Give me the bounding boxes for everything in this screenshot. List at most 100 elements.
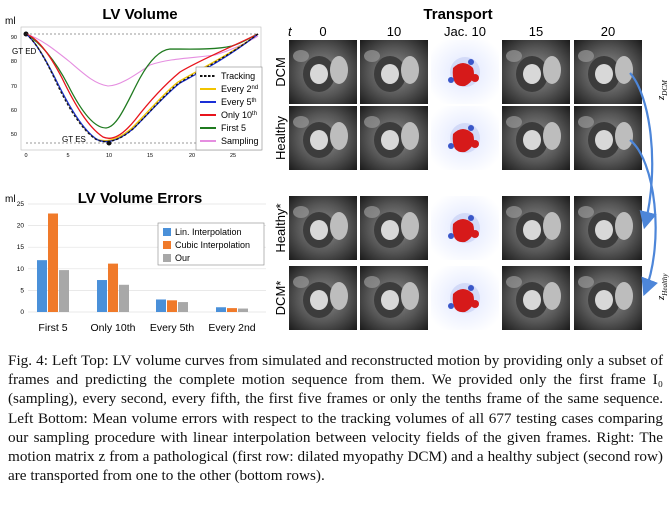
lv-volume-title: LV Volume bbox=[102, 6, 177, 23]
errors-bar bbox=[178, 302, 188, 312]
transport-title: Transport bbox=[423, 6, 492, 23]
mri-frame bbox=[502, 196, 570, 260]
transport-image-grid bbox=[289, 40, 642, 330]
errors-y-tick-label: 15 bbox=[17, 244, 25, 251]
curve-tracking bbox=[25, 33, 259, 143]
errors-legend-items: Lin. Interpolation Cubic Interpolation Our bbox=[163, 227, 250, 263]
errors-category-label: First 5 bbox=[38, 322, 67, 334]
transport-row-labels: DCM Healthy Healthy* DCM* bbox=[273, 57, 288, 315]
lv-legend-label: Tracking bbox=[221, 71, 255, 81]
transport-column-label: Jac. 10 bbox=[444, 24, 486, 39]
caption-text: Left Top: LV volume curves from simulate… bbox=[8, 352, 664, 485]
lv-y-tick-label: 50 bbox=[11, 132, 17, 138]
mri-frame bbox=[502, 40, 570, 104]
lv-y-tick-label: 60 bbox=[11, 108, 17, 114]
lv-x-tick-label: 20 bbox=[189, 153, 195, 159]
gt-ed-label: GT ED bbox=[12, 47, 37, 56]
transport-column-label: 20 bbox=[601, 24, 615, 39]
lv-legend-label: Every 2nd bbox=[221, 84, 258, 94]
lv-x-tick-label: 0 bbox=[24, 153, 27, 159]
svg-text:zDCM: zDCM bbox=[655, 79, 669, 101]
lv-x-tick-label: 15 bbox=[147, 153, 153, 159]
errors-bar bbox=[59, 270, 69, 312]
errors-bars bbox=[37, 213, 248, 312]
transport-column-labels: 0 10 Jac. 10 15 20 bbox=[319, 24, 615, 39]
errors-bar bbox=[119, 284, 129, 312]
mri-frame bbox=[360, 106, 428, 170]
lv-volume-legend bbox=[195, 66, 263, 151]
figure-caption: Fig. 4: Left Top: LV volume curves from … bbox=[8, 351, 663, 485]
mri-frame bbox=[360, 196, 428, 260]
errors-y-tick-label: 5 bbox=[20, 287, 24, 294]
lv-x-tick-label: 5 bbox=[66, 153, 69, 159]
jacobian-map bbox=[431, 40, 499, 104]
curve-every-5th bbox=[25, 33, 259, 143]
lv-volume-x-ticks: 0 5 10 15 20 25 bbox=[24, 153, 236, 159]
errors-bar bbox=[108, 263, 118, 312]
mri-frame bbox=[574, 266, 642, 330]
lv-x-tick-label: 25 bbox=[230, 153, 236, 159]
lv-legend-label: First 5 bbox=[221, 123, 246, 133]
errors-bar bbox=[37, 260, 47, 312]
mri-frame bbox=[574, 40, 642, 104]
arrow-dcm-to-healthy-star bbox=[629, 72, 657, 230]
mri-frame bbox=[289, 266, 357, 330]
errors-legend-label: Our bbox=[175, 253, 190, 263]
lv-volume-unit: ml bbox=[5, 16, 16, 27]
errors-legend-swatch bbox=[163, 228, 171, 236]
curve-only-10th bbox=[25, 33, 259, 139]
errors-category-label: Every 2nd bbox=[208, 322, 255, 334]
errors-x-labels: First 5 Only 10th Every 5th Every 2nd bbox=[38, 322, 255, 334]
transport-column-label: 10 bbox=[387, 24, 401, 39]
jacobian-map bbox=[431, 106, 499, 170]
lv-y-tick-label: 90 bbox=[11, 35, 17, 41]
errors-legend bbox=[157, 222, 265, 266]
errors-y-tick-label: 20 bbox=[17, 223, 25, 230]
svg-text:zHealthy: zHealthy bbox=[655, 273, 669, 301]
transport-row-label: DCM* bbox=[273, 281, 288, 316]
lv-y-tick-label: 70 bbox=[11, 84, 17, 90]
errors-y-tick-label: 0 bbox=[20, 309, 24, 316]
transport-row-label: DCM bbox=[273, 57, 288, 87]
mri-frame bbox=[289, 106, 357, 170]
errors-legend-label: Cubic Interpolation bbox=[175, 240, 250, 250]
lv-volume-panel: LV Volume ml 90 80 70 60 50 0 5 10 15 20 25 GT ED… bbox=[5, 6, 263, 159]
mri-frame bbox=[574, 106, 642, 170]
jacobian-map bbox=[431, 266, 499, 330]
arrow-healthy-to-dcm-star bbox=[629, 139, 658, 297]
z-healthy-label: zHealthy bbox=[655, 273, 669, 301]
mri-frame bbox=[502, 266, 570, 330]
jacobian-map bbox=[431, 196, 499, 260]
lv-volume-errors-panel: LV Volume Errors ml 0 5 10 15 20 25 First 5 On… bbox=[5, 190, 266, 334]
mri-frame bbox=[289, 196, 357, 260]
transport-column-label: 15 bbox=[529, 24, 543, 39]
errors-category-label: Only 10th bbox=[91, 322, 136, 334]
mri-frame bbox=[289, 40, 357, 104]
mri-frame bbox=[502, 106, 570, 170]
lv-x-tick-label: 10 bbox=[106, 153, 112, 159]
errors-legend-swatch bbox=[163, 241, 171, 249]
lv-volume-legend-items: Tracking Every 2nd Every 5th Only 10th First… bbox=[200, 71, 259, 146]
errors-category-label: Every 5th bbox=[150, 322, 195, 334]
errors-title: LV Volume Errors bbox=[78, 190, 202, 207]
errors-bar bbox=[238, 308, 248, 312]
transport-panel: Transport t 0 10 Jac. 10 15 20 DCM Healthy Hea… bbox=[273, 6, 669, 330]
errors-bar bbox=[156, 299, 166, 312]
errors-y-tick-label: 10 bbox=[17, 266, 25, 273]
errors-legend-label: Lin. Interpolation bbox=[175, 227, 242, 237]
mri-frame bbox=[360, 40, 428, 104]
errors-bar bbox=[216, 307, 226, 312]
gt-es-label: GT ES bbox=[62, 135, 86, 144]
mri-frame bbox=[574, 196, 642, 260]
errors-bar bbox=[227, 308, 237, 312]
transport-t-label: t bbox=[288, 24, 293, 39]
errors-bar bbox=[48, 213, 58, 312]
errors-bar bbox=[167, 300, 177, 312]
transport-row-label: Healthy* bbox=[273, 203, 288, 252]
lv-legend-label: Every 5th bbox=[221, 97, 257, 107]
errors-legend-swatch bbox=[163, 254, 171, 262]
errors-bar bbox=[97, 280, 107, 312]
errors-y-tick-label: 25 bbox=[17, 201, 25, 208]
z-dcm-label: zDCM bbox=[655, 79, 669, 101]
